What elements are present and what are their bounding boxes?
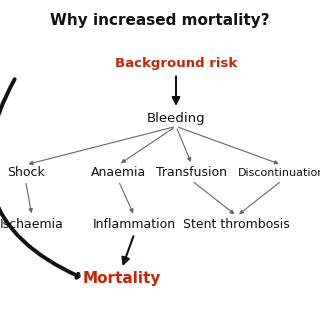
Text: Discontinuation: Discontinuation — [238, 168, 320, 178]
Text: Inflammation: Inflammation — [93, 218, 176, 230]
Text: Background risk: Background risk — [115, 58, 237, 70]
Text: Bleeding: Bleeding — [147, 112, 205, 125]
FancyArrowPatch shape — [0, 79, 79, 278]
Text: Stent thrombosis: Stent thrombosis — [183, 218, 290, 230]
Text: Shock: Shock — [7, 166, 44, 179]
Text: Ischaemia: Ischaemia — [0, 218, 64, 230]
Text: Anaemia: Anaemia — [91, 166, 146, 179]
Text: Why increased mortality?: Why increased mortality? — [50, 13, 270, 28]
Text: Transfusion: Transfusion — [156, 166, 228, 179]
Text: Mortality: Mortality — [83, 271, 161, 286]
